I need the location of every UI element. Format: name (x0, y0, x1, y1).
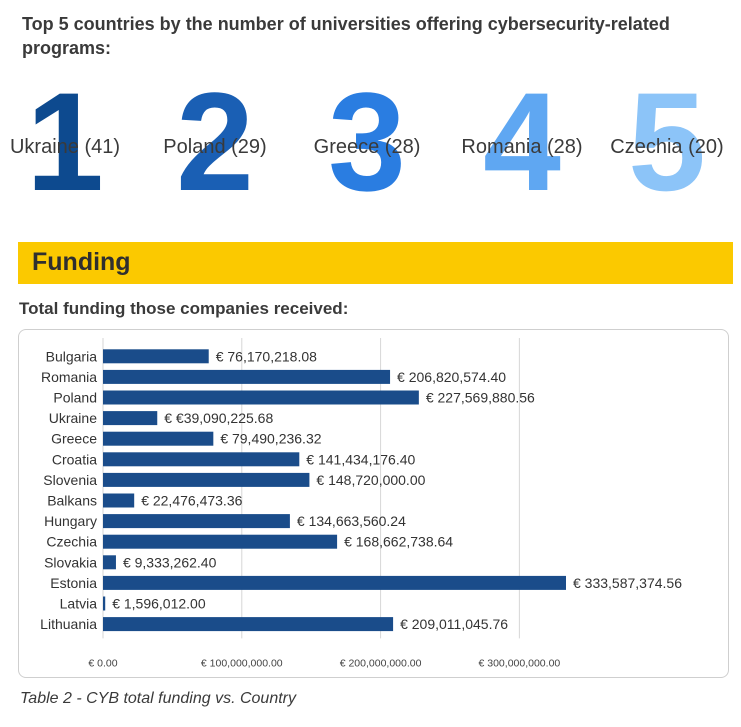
rank-item: 5 Czechia (20) (592, 72, 741, 212)
category-label: Slovakia (44, 554, 97, 570)
rank-item: 2 Poland (29) (140, 72, 290, 212)
bar (103, 452, 300, 467)
category-label: Estonia (50, 575, 97, 591)
bar (103, 617, 394, 632)
category-label: Hungary (44, 513, 97, 529)
bar (103, 514, 290, 529)
x-tick-label: € 300,000,000.00 (479, 657, 561, 669)
data-label: € 148,720,000.00 (316, 472, 425, 488)
category-label: Romania (41, 369, 97, 385)
bar (103, 555, 116, 570)
bar (103, 390, 419, 405)
category-label: Czechia (46, 534, 97, 550)
rank-number: 4 (483, 63, 561, 220)
category-label: Greece (51, 431, 97, 447)
data-label: € 168,662,738.64 (344, 534, 453, 550)
x-tick-label: € 200,000,000.00 (340, 657, 422, 669)
bar (103, 534, 338, 549)
category-label: Latvia (60, 596, 98, 612)
chart-subheading: Total funding those companies received: (19, 299, 349, 318)
data-label: € €39,090,225.68 (164, 410, 273, 426)
bar (103, 431, 214, 446)
funding-chart: Bulgaria € 76,170,218.08 Romania € 206,820,… (18, 329, 729, 678)
table-caption: Table 2 - CYB total funding vs. Country (20, 690, 296, 707)
rank-number: 2 (176, 63, 254, 220)
bar (103, 349, 209, 364)
rank-label: Poland (29) (163, 136, 267, 158)
category-label: Croatia (52, 451, 97, 467)
x-tick-label: € 100,000,000.00 (201, 657, 283, 669)
bar (103, 411, 158, 426)
rank-number: 5 (628, 63, 706, 220)
data-label: € 22,476,473.36 (141, 493, 242, 509)
rank-label: Greece (28) (313, 136, 421, 158)
page-heading: Top 5 countries by the number of univers… (22, 14, 670, 58)
section-title: Funding (32, 248, 131, 276)
rank-item: 1 Ukraine (41) (0, 72, 140, 212)
bar (103, 596, 106, 611)
data-label: € 227,569,880.56 (426, 390, 535, 406)
rank-number: 3 (328, 63, 406, 220)
data-label: € 1,596,012.00 (112, 596, 206, 612)
bar (103, 575, 566, 590)
data-label: € 209,011,045.76 (400, 616, 508, 632)
category-label: Bulgaria (46, 348, 98, 364)
bar (103, 369, 391, 384)
data-label: € 333,587,374.56 (573, 575, 682, 591)
category-label: Poland (53, 390, 97, 406)
category-label: Balkans (47, 493, 97, 509)
rank-item: 4 Romania (28) (447, 72, 597, 212)
x-tick-label: € 0.00 (88, 657, 117, 669)
category-label: Slovenia (43, 472, 97, 488)
rank-label: Czechia (20) (610, 136, 724, 158)
data-label: € 79,490,236.32 (220, 431, 321, 447)
bar (103, 472, 310, 487)
bar (103, 493, 135, 508)
category-label: Lithuania (40, 616, 97, 632)
data-label: € 141,434,176.40 (306, 451, 415, 467)
category-label: Ukraine (49, 410, 97, 426)
data-label: € 134,663,560.24 (297, 513, 406, 529)
rank-number: 1 (26, 63, 104, 220)
funding-bar-chart-svg: Bulgaria € 76,170,218.08 Romania € 206,820,… (40, 338, 682, 669)
top5-ranking: 1 Ukraine (41) 2 Poland (29) 3 Greece (28) 4 Ro… (0, 72, 741, 212)
data-label: € 76,170,218.08 (216, 348, 317, 364)
rank-label: Romania (28) (461, 136, 583, 158)
rank-label: Ukraine (41) (9, 136, 121, 158)
funding-section-bar: Funding (18, 242, 733, 284)
data-label: € 9,333,262.40 (123, 554, 217, 570)
rank-item: 3 Greece (28) (292, 72, 442, 212)
data-label: € 206,820,574.40 (397, 369, 506, 385)
